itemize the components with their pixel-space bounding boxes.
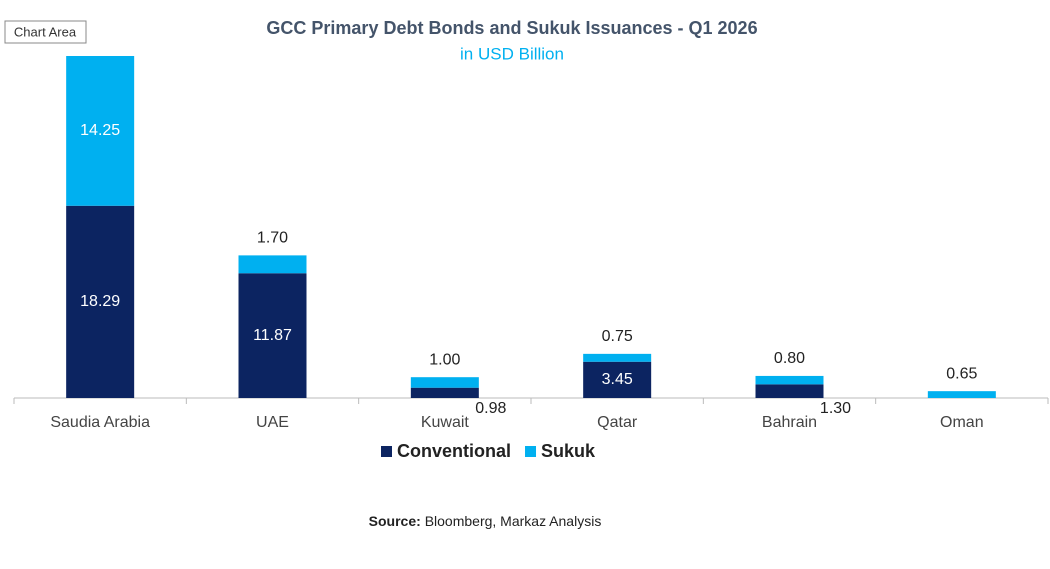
data-label: 1.30 bbox=[820, 400, 851, 417]
x-tick-label: Bahrain bbox=[762, 414, 817, 431]
tooltip: Chart Area bbox=[14, 24, 77, 39]
bar-segment bbox=[66, 205, 135, 398]
bar-segment bbox=[410, 387, 479, 398]
data-label: 0.65 bbox=[946, 365, 977, 382]
chart-subtitle: in USD Billion bbox=[460, 44, 564, 63]
bar-segment bbox=[583, 361, 652, 398]
data-label: 0.75 bbox=[602, 328, 633, 345]
x-tick-label: Saudia Arabia bbox=[50, 414, 150, 431]
source-text: Bloomberg, Markaz Analysis bbox=[425, 513, 602, 529]
bar-segment bbox=[238, 255, 307, 274]
data-label: 0.80 bbox=[774, 350, 805, 367]
legend-swatch bbox=[525, 446, 537, 457]
data-label: 0.98 bbox=[475, 400, 506, 417]
x-tick-label: Kuwait bbox=[421, 414, 470, 431]
chart-title: GCC Primary Debt Bonds and Sukuk Issuanc… bbox=[266, 18, 757, 38]
data-label: 14.25 bbox=[80, 122, 120, 139]
x-tick-label: Oman bbox=[940, 414, 984, 431]
bar-segment bbox=[583, 353, 652, 362]
bar-segment bbox=[927, 391, 996, 398]
data-label: 11.87 bbox=[253, 327, 292, 344]
x-tick-label: UAE bbox=[256, 414, 289, 431]
bar-segment bbox=[66, 56, 135, 206]
x-tick-label: Qatar bbox=[597, 414, 638, 431]
source-label: Source: bbox=[369, 513, 421, 529]
data-label: 1.00 bbox=[429, 351, 460, 368]
bar-segment bbox=[238, 273, 307, 398]
bar-segment bbox=[755, 375, 824, 385]
bar-segment bbox=[410, 377, 479, 388]
legend-swatch bbox=[381, 446, 392, 457]
data-label: 1.70 bbox=[257, 230, 288, 247]
data-label: 3.45 bbox=[602, 371, 633, 388]
legend-label: Sukuk bbox=[541, 441, 596, 461]
legend-label: Conventional bbox=[397, 441, 511, 461]
source: Source: Bloomberg, Markaz Analysis bbox=[369, 513, 602, 529]
bar-segment bbox=[755, 384, 824, 398]
tooltip-box bbox=[4, 20, 87, 44]
data-label: 18.29 bbox=[80, 293, 120, 310]
